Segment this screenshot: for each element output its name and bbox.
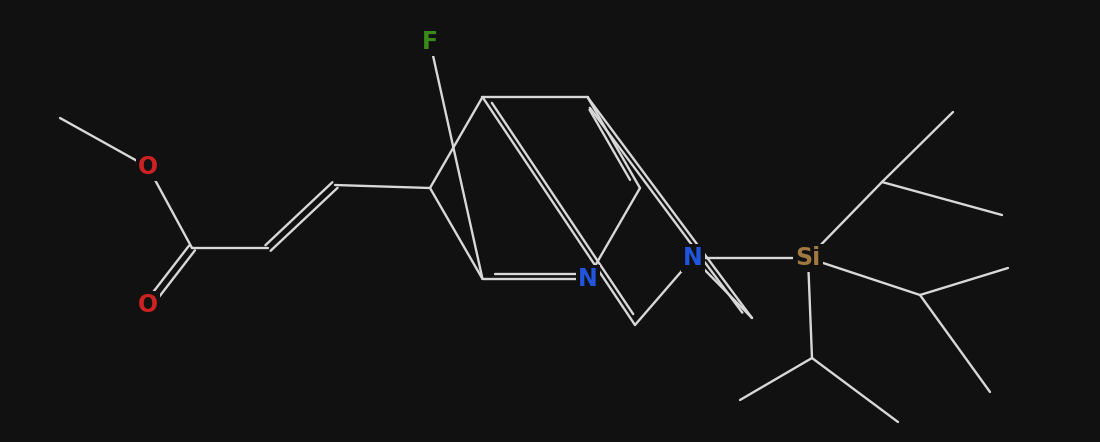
Text: Si: Si [795, 246, 821, 270]
Text: F: F [422, 30, 438, 54]
Text: O: O [138, 293, 158, 317]
Text: O: O [138, 155, 158, 179]
Text: N: N [683, 246, 703, 270]
Text: N: N [578, 267, 597, 291]
